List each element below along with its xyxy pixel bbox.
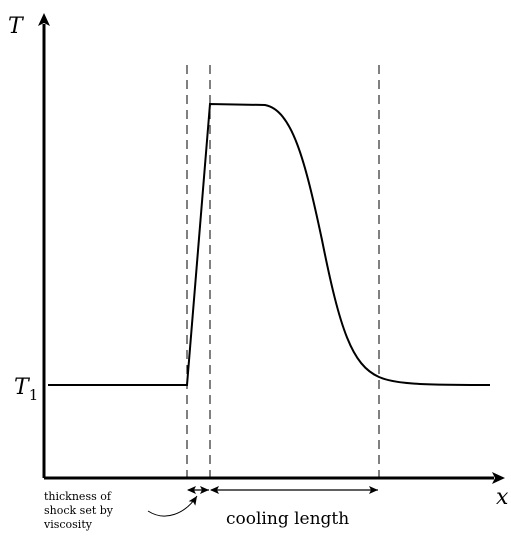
shock-annotation-pointer bbox=[147, 495, 198, 517]
cooling-length-label: cooling length bbox=[226, 509, 349, 529]
shock-thickness-note-line2: shock set by bbox=[44, 504, 114, 517]
shock-thickness-note-line1: thickness of bbox=[44, 490, 112, 503]
x-axis-label: x bbox=[496, 485, 509, 510]
t1-label: T1 bbox=[14, 375, 38, 404]
shock-thickness-note-line3: viscosity bbox=[43, 518, 93, 531]
t1-label-main: T bbox=[14, 375, 31, 400]
y-axis-label: T bbox=[8, 14, 25, 39]
t1-label-subscript: 1 bbox=[29, 386, 39, 404]
temperature-profile-curve bbox=[48, 102, 491, 386]
